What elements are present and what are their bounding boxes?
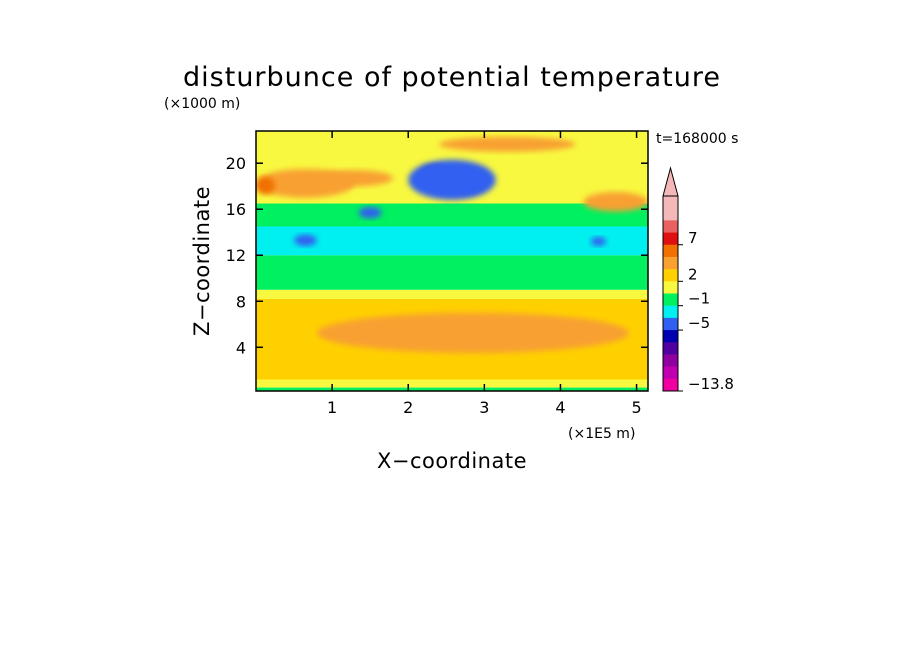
colorbar-frame (662, 195, 679, 392)
band-6 (256, 203, 648, 227)
colorbar-swatch (663, 317, 678, 331)
band-3 (256, 289, 648, 299)
plot-frame (255, 130, 649, 392)
x-tick-label: 3 (479, 398, 489, 417)
y-tick-label: 16 (226, 200, 246, 219)
colorbar-swatch (663, 232, 678, 246)
feature-warm-blob-11 (316, 312, 629, 354)
feature-cold-spot-8 (294, 234, 317, 247)
y-axis: 4 8 12 16 20 (226, 154, 648, 357)
x-axis-label: X−coordinate (377, 449, 527, 473)
x-units-label: (×1E5 m) (568, 426, 635, 442)
x-axis: 1 2 3 4 5 (327, 131, 642, 417)
feature-cold-spot-9 (358, 206, 382, 219)
feature-warm-layer-3 (438, 136, 576, 152)
colorbar-swatch (663, 378, 678, 392)
y-tick-label: 4 (236, 338, 246, 357)
colorbar-swatch (663, 366, 678, 380)
y-tick-label: 8 (236, 292, 246, 311)
colorbar-label: −5 (688, 314, 710, 332)
colorbar-swatch (663, 354, 678, 368)
x-tick-label: 5 (631, 398, 641, 417)
band-0 (256, 387, 648, 391)
feature-cold-ring-7 (408, 159, 496, 201)
colorbar-label: −13.8 (688, 375, 734, 393)
x-tick-label: 4 (555, 398, 565, 417)
colorbar-swatch (663, 208, 678, 221)
colorbar-swatch (663, 196, 678, 209)
y-tick-label: 20 (226, 154, 246, 173)
colorbar: 7 2 −1 −5 −13.8 (662, 166, 734, 393)
colorbar-swatch (663, 220, 678, 234)
colorbar-extend-arrow (662, 166, 679, 197)
x-tick-label: 1 (327, 398, 337, 417)
y-tick-label: 12 (226, 246, 246, 265)
band-4 (256, 255, 648, 290)
feature-warm-layer-4 (583, 191, 648, 212)
y-axis-label: Z−coordinate (190, 186, 214, 336)
colorbar-swatch (663, 305, 678, 319)
feature-warm-core-2 (256, 177, 276, 195)
colorbar-swatch (663, 342, 678, 355)
colorbar-swatch (663, 244, 678, 258)
feature-warm-layer-1 (316, 170, 394, 187)
colorbar-label: 2 (688, 265, 698, 283)
band-5 (256, 226, 648, 256)
colorbar-label: −1 (688, 290, 710, 308)
colorbar-swatch (663, 330, 678, 343)
time-label: t=168000 s (656, 131, 738, 147)
colorbar-label: 7 (688, 229, 698, 247)
colorbar-swatch (663, 281, 678, 294)
band-1 (256, 379, 648, 388)
chart-title: disturbunce of potential temperature (183, 62, 721, 93)
colorbar-swatch (663, 269, 678, 282)
x-tick-label: 2 (403, 398, 413, 417)
feature-cold-spot-10 (590, 236, 607, 247)
colorbar-swatch (663, 256, 678, 270)
y-units-label: (×1000 m) (164, 96, 240, 112)
colorbar-swatch (663, 293, 678, 307)
heatmap-features (256, 136, 648, 354)
